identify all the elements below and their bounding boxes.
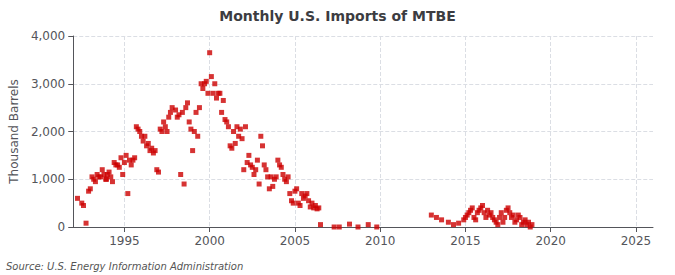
svg-text:Monthly U.S. Imports of MTBE: Monthly U.S. Imports of MTBE [219, 8, 455, 24]
svg-text:2005: 2005 [280, 234, 311, 248]
svg-text:2015: 2015 [450, 234, 481, 248]
svg-text:2010: 2010 [365, 234, 396, 248]
svg-text:1,000: 1,000 [31, 172, 65, 186]
svg-text:2,000: 2,000 [31, 125, 65, 139]
svg-text:1995: 1995 [109, 234, 140, 248]
svg-text:2025: 2025 [621, 234, 652, 248]
svg-text:0: 0 [58, 220, 66, 234]
svg-text:2020: 2020 [535, 234, 566, 248]
svg-text:3,000: 3,000 [31, 77, 65, 91]
svg-text:2000: 2000 [194, 234, 225, 248]
svg-text:Source: U.S. Energy Informatio: Source: U.S. Energy Information Administ… [6, 261, 243, 272]
svg-text:Thousand Barrels: Thousand Barrels [7, 79, 21, 184]
svg-text:4,000: 4,000 [31, 29, 65, 43]
